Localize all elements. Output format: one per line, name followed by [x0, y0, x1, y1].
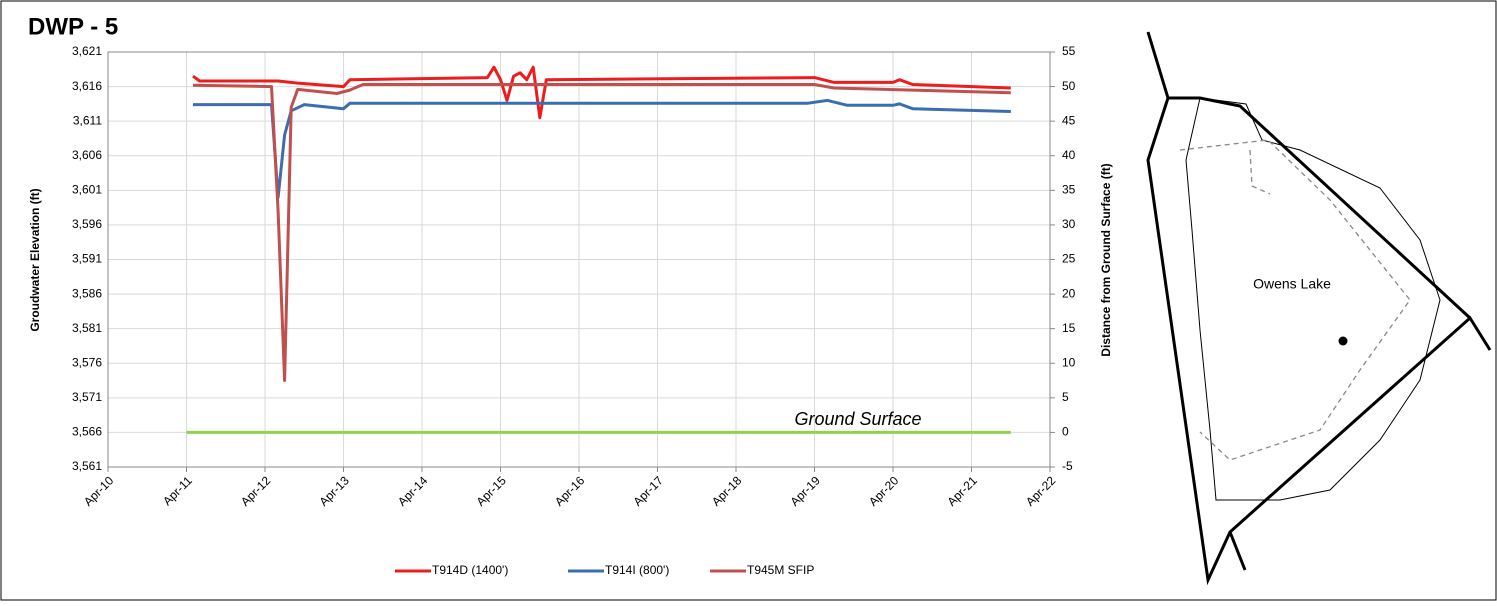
y-tick-label: 3,581 — [72, 321, 102, 335]
y-tick-label: 3,586 — [72, 286, 102, 300]
y-tick-label: 3,571 — [72, 390, 102, 404]
chart-title: DWP - 5 — [28, 13, 118, 40]
map-dashed-line — [1179, 139, 1411, 461]
map-label: Owens Lake — [1253, 276, 1331, 292]
series-line — [193, 98, 1011, 199]
y-tick-label: 3,606 — [72, 148, 102, 162]
y2-tick-label: -5 — [1062, 459, 1073, 473]
y2-tick-label: 0 — [1062, 425, 1069, 439]
map — [1146, 31, 1492, 586]
y2-tick-label: 55 — [1062, 44, 1076, 58]
y2-tick-label: 15 — [1062, 321, 1076, 335]
y-tick-label: 3,611 — [73, 113, 102, 127]
y-tick-label: 3,616 — [72, 79, 102, 93]
y-tick-label: 3,596 — [72, 217, 102, 231]
y-tick-label: 3,591 — [72, 252, 102, 266]
ground-surface-label: Ground Surface — [794, 409, 921, 429]
y-tick-label: 3,576 — [72, 355, 102, 369]
y2-tick-label: 10 — [1062, 355, 1076, 369]
series-line — [192, 83, 1011, 382]
legend-label: T914D (1400') — [432, 563, 508, 577]
legend-label: T914I (800') — [605, 563, 669, 577]
y2-tick-label: 20 — [1062, 286, 1076, 300]
y-tick-label: 3,601 — [72, 183, 102, 197]
y2-axis-label: Distance from Ground Surface (ft) — [1099, 163, 1113, 356]
y-tick-label: 3,621 — [72, 44, 102, 58]
y2-tick-label: 40 — [1062, 148, 1076, 162]
series-line — [192, 65, 1011, 120]
y-tick-label: 3,566 — [72, 425, 102, 439]
y2-tick-label: 35 — [1062, 183, 1076, 197]
y2-tick-label: 25 — [1062, 252, 1076, 266]
y2-tick-label: 45 — [1062, 113, 1076, 127]
map-shoreline — [1185, 97, 1441, 501]
legend-label: T945M SFIP — [747, 563, 814, 577]
y2-tick-label: 30 — [1062, 217, 1076, 231]
y2-tick-label: 50 — [1062, 79, 1076, 93]
plot-area — [107, 51, 1051, 468]
y2-tick-label: 5 — [1062, 390, 1069, 404]
map-site — [1338, 336, 1348, 346]
y-tick-label: 3,561 — [72, 459, 102, 473]
map-boundary — [1146, 31, 1492, 586]
y-axis-label: Groudwater Elevation (ft) — [28, 188, 42, 331]
